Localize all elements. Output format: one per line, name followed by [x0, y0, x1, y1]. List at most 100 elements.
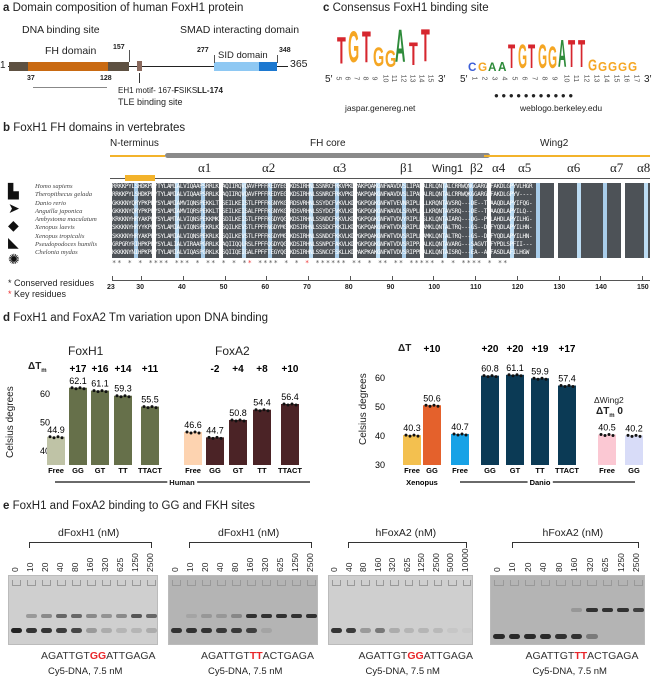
dna-concentration: Cy5-DNA, 7.5 nM [208, 666, 283, 677]
delta-tm-value: +8 [256, 364, 268, 375]
lane-concentration-label: 2500 [144, 553, 155, 572]
gel-well [346, 580, 355, 586]
x-category-label: GG [426, 466, 438, 475]
data-point [189, 431, 193, 435]
y-tick-label: 50 [40, 417, 50, 427]
label-bg [167, 478, 198, 487]
dna-concentration: Cy5-DNA, 7.5 nM [532, 666, 607, 677]
seq-site: GG [407, 650, 424, 662]
logo-position: 10 [562, 74, 570, 83]
gel-image [328, 575, 473, 645]
y-tick-label: 50 [375, 402, 385, 412]
y-tick-label: 60 [375, 373, 385, 383]
free-dna-band [586, 634, 598, 639]
axis-tick [516, 276, 518, 281]
data-point [104, 390, 108, 394]
data-point [486, 375, 490, 379]
lane-concentration-label: 1250 [289, 553, 300, 572]
alignment-row: SKKKNYHRYYKPPYSYLAMIALVIQNSPEKRLKLSQILKE… [112, 224, 650, 233]
frog-icon: ◆ [8, 217, 19, 233]
structure-element-label: α8 [637, 160, 651, 175]
data-point [211, 436, 215, 440]
logo-letter: G [348, 25, 360, 73]
logo-position: 9 [550, 76, 558, 81]
bar [558, 385, 576, 465]
data-point [464, 433, 468, 437]
data-point [52, 436, 56, 440]
x-category-label: GT [95, 466, 106, 475]
axis-tick [600, 276, 602, 281]
structure-element-label: α6 [567, 160, 581, 175]
free-dna-band [201, 628, 212, 633]
x-category-label: TTACT [555, 466, 579, 475]
value-label: 60.8 [481, 364, 499, 374]
structure-element-label: β1 [400, 160, 414, 175]
bar [403, 435, 421, 465]
bar [423, 405, 441, 465]
lane-concentration-label: 625 [401, 557, 412, 572]
complex-band [116, 614, 127, 618]
y-tick-label: 40 [375, 431, 385, 441]
dna-concentration: Cy5-DNA, 7.5 nM [48, 666, 123, 677]
complex-band [131, 614, 142, 618]
gel-well [87, 580, 96, 586]
species-name: Danio rerio [35, 199, 67, 207]
logo1-3prime: 3′ [438, 74, 446, 85]
gel-well [494, 580, 504, 586]
panel-title-text: Consensus FoxH1 binding site [332, 2, 489, 14]
fish-icon: ➤ [8, 200, 20, 216]
value-label: 61.1 [506, 363, 524, 373]
free-dna-band [171, 628, 182, 633]
logo-letter: T [362, 25, 371, 73]
data-point [282, 402, 286, 406]
data-point [482, 374, 486, 378]
data-point [511, 374, 515, 378]
data-point [142, 405, 146, 409]
bar [625, 435, 643, 465]
panel-d-title: d FoxH1 and FoxA2 Tm variation upon DNA … [3, 312, 268, 324]
lane-concentration-label: 80 [69, 562, 80, 572]
data-point [294, 403, 298, 407]
lane-concentration-label: 10 [507, 562, 518, 572]
lane-concentration-label: 625 [274, 557, 285, 572]
logo-position: 16 [622, 74, 630, 83]
region-wing2: Wing2 [540, 138, 569, 149]
legend-conserved-label: Conserved residues [14, 278, 95, 288]
pos-37: 37 [27, 75, 35, 82]
protein-backbone [8, 66, 288, 67]
axis-tick-label: 120 [511, 284, 524, 291]
data-point [638, 434, 642, 438]
axis-tick-label: 80 [344, 284, 353, 291]
value-label: 59.3 [114, 384, 132, 394]
seq-post: ACTGAGA [262, 650, 314, 662]
logo-position: 3 [490, 76, 498, 81]
lane-concentration-label: 320 [387, 557, 398, 572]
logo2-source: weblogo.berkeley.edu [520, 103, 603, 113]
wing2-delta: ΔTm 0 [596, 406, 623, 422]
complex-band [601, 608, 613, 612]
data-point [100, 389, 104, 393]
lane-concentration-label: 20 [522, 562, 533, 572]
complex-band [26, 614, 37, 618]
gel-well [117, 580, 126, 586]
gel-well [57, 580, 66, 586]
gel-well [27, 580, 36, 586]
gel-well [419, 580, 428, 586]
data-point [567, 384, 571, 388]
logo-position: 14 [602, 74, 610, 83]
delta-tm-value: +16 [92, 364, 109, 375]
tle-label: TLE binding site [118, 97, 183, 107]
data-point [123, 394, 127, 398]
gel-well [433, 580, 442, 586]
complex-band [71, 614, 82, 618]
logo-position: 1 [470, 76, 478, 81]
nterm-helix [125, 175, 155, 181]
free-dna-band [186, 628, 197, 633]
lane-concentration-label: 10000 [459, 548, 470, 572]
seq-site: TT [249, 650, 263, 662]
eh1-prefix: EH1 motif- 167- [118, 86, 175, 95]
tm-bar-charts: 40506044.9Free62.1+17GG61.1+16GT59.3+14T… [40, 344, 643, 487]
gel-well [292, 580, 301, 586]
dna-sequence: AGATTGTTTACTGAGA [526, 650, 639, 662]
eh1-pointer [139, 73, 140, 83]
